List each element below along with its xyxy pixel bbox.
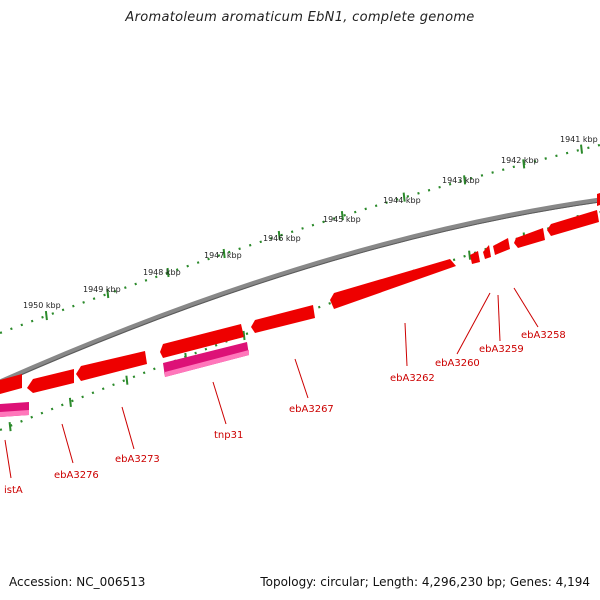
scale-label: 1943 kbp <box>442 176 480 185</box>
gene-label[interactable]: ebA3267 <box>289 404 334 415</box>
leader-lines <box>4 287 539 479</box>
major-tick <box>44 310 48 321</box>
inner-major-tick <box>68 397 72 408</box>
major-tick <box>522 159 526 169</box>
gene-track <box>0 193 600 417</box>
gene-label[interactable]: ebA3260 <box>435 358 480 369</box>
gene-label[interactable]: istA <box>4 485 23 496</box>
genes-label: Genes: <box>509 575 552 589</box>
topology-label: Topology: <box>260 575 317 589</box>
accession-value: NC_006513 <box>76 575 146 589</box>
scale-label: 1946 kbp <box>263 234 301 243</box>
major-tick <box>340 211 344 221</box>
gene-arrow[interactable] <box>597 193 600 206</box>
gene-labels: ebA3258 ebA3259 ebA3260 ebA3262 ebA3267 … <box>4 330 566 496</box>
gene-tnp31-highlight <box>165 350 249 377</box>
gene-label[interactable]: ebA3276 <box>54 470 99 481</box>
gene-ebA3267[interactable] <box>251 305 315 333</box>
genes-value: 4,194 <box>555 575 590 589</box>
gene-istA-highlight <box>0 410 29 417</box>
map-title: Aromatoleum aromaticum EbN1, complete ge… <box>125 10 475 25</box>
gene-ebA3262[interactable] <box>330 259 456 309</box>
genome-stats: Topology: circular; Length: 4,296,230 bp… <box>260 575 590 589</box>
scale-label: 1948 kbp <box>143 268 181 277</box>
gene-ebA3259a[interactable] <box>483 245 491 259</box>
gene-label[interactable]: ebA3262 <box>390 373 435 384</box>
major-tick <box>402 192 406 202</box>
gene-label[interactable]: ebA3258 <box>521 330 566 341</box>
gene-label[interactable]: ebA3259 <box>479 344 524 355</box>
scale-label: 1942 kbp <box>501 156 539 165</box>
scale-label: 1950 kbp <box>23 301 61 310</box>
scale-label: 1949 kbp <box>83 285 121 294</box>
scale-label: 1947 kbp <box>204 251 242 260</box>
gene-ebA3258[interactable] <box>514 228 545 248</box>
scale-label: 1945 kbp <box>323 215 361 224</box>
major-tick <box>580 144 584 154</box>
gene-arrow[interactable] <box>160 324 244 358</box>
inner-major-tick <box>125 375 129 385</box>
accession-info: Accession: NC_006513 <box>9 575 145 589</box>
length-value: 4,296,230 bp <box>421 575 502 589</box>
gene-ebA3259b[interactable] <box>493 238 510 255</box>
topology-value: circular <box>320 575 365 589</box>
gene-label[interactable]: tnp31 <box>214 430 243 441</box>
gene-label[interactable]: ebA3273 <box>115 454 160 465</box>
scale-label: 1941 kbp <box>560 135 598 144</box>
major-tick <box>166 267 170 278</box>
gene-arrow[interactable] <box>0 374 22 394</box>
gene-arrow[interactable] <box>27 369 74 393</box>
gene-arrow[interactable] <box>76 351 147 381</box>
gene-ebA3260[interactable] <box>470 251 480 264</box>
major-tick <box>463 175 467 185</box>
major-tick <box>222 248 226 259</box>
genome-backbone <box>0 197 600 385</box>
major-tick <box>106 288 110 299</box>
gene-arrow[interactable] <box>547 210 599 236</box>
scale-label: 1944 kbp <box>383 196 421 205</box>
inner-major-tick <box>468 250 472 260</box>
length-label: Length: <box>372 575 419 589</box>
inner-major-tick <box>242 330 246 341</box>
accession-label: Accession: <box>9 575 73 589</box>
inner-major-tick <box>8 421 12 432</box>
major-tick <box>277 230 281 241</box>
genome-backbone-shade <box>0 201 600 385</box>
